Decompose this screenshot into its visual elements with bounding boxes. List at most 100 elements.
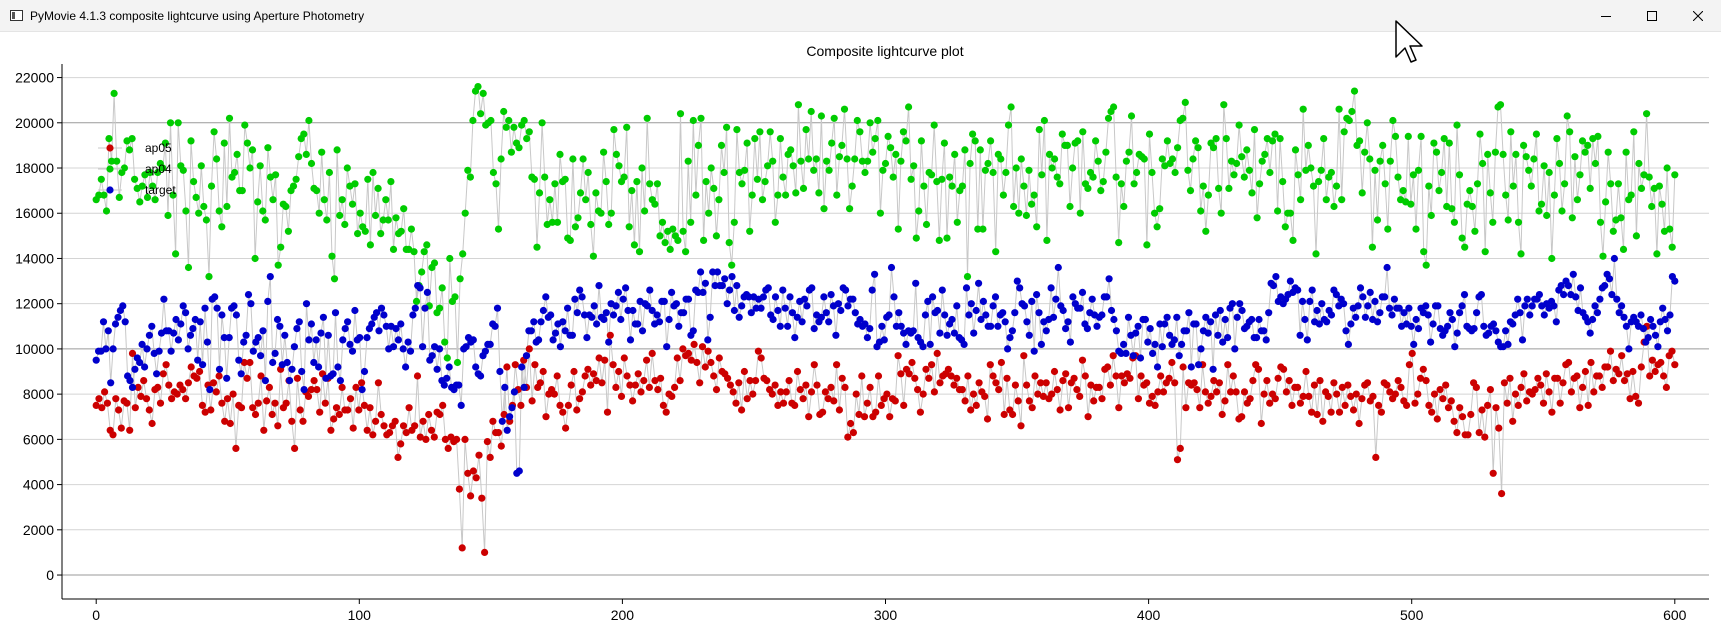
- data-point: [592, 189, 600, 197]
- data-point: [1569, 270, 1577, 278]
- data-point: [458, 544, 466, 552]
- data-point: [1037, 379, 1045, 387]
- close-button[interactable]: [1675, 0, 1721, 32]
- data-point: [409, 311, 417, 319]
- data-point: [962, 284, 971, 292]
- data-point: [138, 182, 146, 190]
- legend-marker: [106, 186, 114, 194]
- data-point: [331, 309, 340, 317]
- data-point: [969, 390, 978, 398]
- data-point: [1397, 383, 1405, 391]
- data-point: [943, 331, 951, 339]
- data-point: [1178, 340, 1186, 348]
- data-point: [1261, 150, 1269, 158]
- data-point: [1171, 168, 1179, 177]
- data-point: [629, 306, 637, 315]
- data-point: [1427, 211, 1435, 220]
- data-point: [732, 399, 740, 407]
- data-point: [1422, 377, 1430, 385]
- data-point: [1238, 306, 1246, 315]
- data-point: [1076, 209, 1084, 217]
- data-point: [313, 386, 321, 394]
- maximize-button[interactable]: [1629, 0, 1675, 32]
- data-point: [553, 218, 562, 226]
- data-point: [899, 128, 908, 136]
- data-point: [661, 239, 669, 247]
- data-point: [511, 361, 519, 369]
- data-point: [1548, 408, 1556, 416]
- data-point: [391, 417, 399, 425]
- data-point: [1145, 130, 1154, 138]
- data-point: [908, 358, 916, 367]
- data-point: [1047, 284, 1055, 292]
- data-point: [547, 311, 555, 319]
- data-point: [1315, 320, 1323, 328]
- data-point: [1025, 166, 1033, 174]
- data-point: [730, 306, 739, 315]
- data-point: [791, 334, 799, 342]
- data-point: [1042, 327, 1050, 335]
- data-point: [779, 286, 787, 294]
- data-point: [1159, 388, 1168, 396]
- data-point: [501, 383, 509, 391]
- data-point: [743, 139, 751, 147]
- data-point: [721, 275, 729, 283]
- data-point: [535, 189, 544, 197]
- data-point: [612, 383, 620, 391]
- data-point: [933, 349, 941, 357]
- data-point: [542, 293, 550, 301]
- data-point: [1262, 336, 1270, 344]
- data-point: [467, 492, 475, 500]
- data-point: [1050, 367, 1059, 376]
- data-point: [1052, 295, 1060, 303]
- data-point: [251, 254, 259, 263]
- data-point: [609, 311, 618, 319]
- data-point: [833, 191, 841, 199]
- lightcurve-plot[interactable]: Composite lightcurve plot 0 2000 4000 6000 8…: [0, 32, 1721, 632]
- data-point: [104, 327, 112, 335]
- data-point: [1134, 395, 1142, 403]
- data-point: [1315, 178, 1323, 186]
- data-point: [733, 282, 741, 290]
- data-point: [1586, 184, 1594, 192]
- data-point: [822, 309, 830, 317]
- data-point: [953, 218, 961, 226]
- data-point: [411, 304, 419, 312]
- data-point: [136, 198, 144, 206]
- data-point: [103, 399, 111, 407]
- data-point: [494, 429, 503, 437]
- data-point: [1381, 293, 1389, 301]
- data-point: [602, 178, 610, 186]
- data-point: [897, 157, 905, 165]
- data-point: [1076, 392, 1084, 400]
- data-point: [1364, 302, 1372, 310]
- minimize-button[interactable]: [1583, 0, 1629, 32]
- data-point: [218, 399, 226, 407]
- data-point: [1282, 388, 1290, 396]
- data-point: [184, 263, 193, 272]
- data-point: [1012, 164, 1020, 172]
- data-point: [1296, 331, 1304, 339]
- data-point: [167, 347, 175, 355]
- data-point: [1376, 157, 1384, 165]
- data-point: [1601, 282, 1609, 290]
- data-point: [211, 293, 219, 301]
- data-point: [1356, 284, 1365, 292]
- data-point: [1468, 202, 1476, 211]
- data-point: [847, 419, 855, 428]
- data-point: [312, 336, 320, 344]
- data-point: [1450, 417, 1458, 425]
- data-point: [1209, 365, 1217, 373]
- data-point: [912, 234, 920, 242]
- data-point: [771, 293, 780, 301]
- data-point: [626, 336, 635, 344]
- data-point: [419, 343, 427, 351]
- data-point: [1540, 162, 1548, 170]
- data-point: [614, 288, 623, 296]
- data-point: [438, 284, 446, 292]
- data-point: [997, 155, 1005, 163]
- data-point: [537, 318, 545, 326]
- data-point: [1083, 325, 1091, 333]
- data-point: [852, 390, 860, 398]
- data-point: [1342, 327, 1350, 335]
